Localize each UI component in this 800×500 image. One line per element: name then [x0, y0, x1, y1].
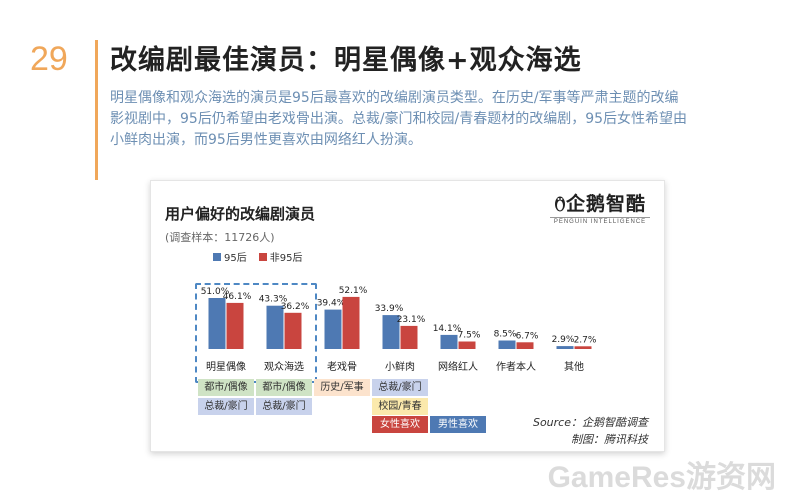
category-label: 作者本人 [496, 360, 536, 373]
data-label: 52.1% [339, 286, 368, 296]
category-label: 观众海选 [264, 360, 304, 373]
data-label: 2.9% [552, 335, 575, 345]
page-title: 改编剧最佳演员：明星偶像+观众海选 [110, 45, 582, 76]
bar-non95-1 [284, 312, 302, 349]
bar-95-6 [556, 346, 574, 349]
chart-title: 用户偏好的改编剧演员 [165, 205, 316, 223]
tag-urban-idol: 都市/偶像 [256, 379, 312, 396]
data-label: 33.9% [375, 304, 404, 314]
tag-history-military: 历史/军事 [314, 379, 370, 396]
category-label: 网络红人 [438, 360, 478, 373]
tag-ceo-wealthy: 总裁/豪门 [256, 398, 312, 415]
data-label: 39.4% [317, 299, 346, 309]
page-number: 29 [30, 40, 68, 78]
legend-label: 非95后 [269, 253, 303, 264]
bar-non95-6 [574, 346, 592, 349]
penguin-icon [554, 196, 565, 212]
data-label: 8.5% [494, 330, 517, 340]
bar-95-5 [498, 340, 516, 349]
data-label: 46.1% [223, 292, 252, 302]
bar-non95-5 [516, 342, 534, 349]
intro-line: 明星偶像和观众海选的演员是95后最喜欢的改编剧演员类型。在历史/军事等严肃主题的… [110, 90, 679, 106]
legend-swatch-95 [213, 252, 221, 261]
penguin-logo: 企鹅智酷 PENGUIN INTELLIGENCE [550, 189, 650, 225]
bar-non95-0 [226, 302, 244, 349]
legend-label: 95后 [224, 253, 247, 264]
legend-swatch-non95 [258, 252, 267, 261]
logo-text: 企鹅智酷 [565, 193, 646, 215]
legend-item-non95: 非95后 [258, 249, 303, 264]
tag-campus-youth: 校园/青春 [372, 398, 428, 415]
sample-note: (调查样本：11726人) [165, 231, 275, 244]
data-label: 2.7% [574, 335, 597, 345]
chart-card: 用户偏好的改编剧演员 (调查样本：11726人) 企鹅智酷 PENGUIN IN… [150, 180, 665, 452]
data-label: 7.5% [458, 331, 481, 341]
intro-text: 明星偶像和观众海选的演员是95后最喜欢的改编剧演员类型。在历史/军事等严肃主题的… [110, 88, 780, 151]
legend-item-95: 95后 [213, 249, 247, 264]
bar-95-3 [382, 315, 400, 349]
category-label: 明星偶像 [206, 360, 246, 373]
source-note: Source：企鹅智酷调查 制图：腾讯科技 [533, 414, 648, 448]
bar-non95-3 [400, 325, 418, 349]
bar-95-0 [208, 298, 226, 349]
tag-female-like: 女性喜欢 [372, 416, 428, 433]
bar-95-2 [324, 309, 342, 349]
highlight-box [195, 283, 317, 383]
intro-line: 影视剧中，95后仍希望由老戏骨出演。总裁/豪门和校园/青春题材的改编剧，95后女… [110, 111, 688, 127]
data-label: 36.2% [281, 302, 310, 312]
bar-non95-4 [458, 341, 476, 349]
logo-subtitle: PENGUIN INTELLIGENCE [550, 217, 650, 225]
tag-ceo-wealthy: 总裁/豪门 [372, 379, 428, 396]
tag-ceo-wealthy: 总裁/豪门 [198, 398, 254, 415]
tag-male-like: 男性喜欢 [430, 416, 486, 433]
bar-chart: 51.0%46.1% 明星偶像 43.3%36.2% 观众海选 39.4% 52.1% 老戏… [201, 286, 597, 373]
data-label: 6.7% [516, 331, 539, 341]
title-divider [95, 40, 98, 180]
category-label: 老戏骨 [327, 360, 357, 373]
bar-non95-2 [342, 296, 360, 349]
watermark: GameRes游资网 [547, 461, 776, 494]
intro-line: 小鲜肉出演，而95后男性更喜欢由网络红人扮演。 [110, 132, 422, 148]
category-label: 小鲜肉 [385, 360, 415, 373]
data-label: 23.1% [397, 315, 426, 325]
data-label: 43.3% [259, 295, 288, 305]
source-line: Source：企鹅智酷调查 [532, 416, 648, 429]
made-by-line: 制图：腾讯科技 [571, 433, 648, 446]
category-label: 其他 [564, 360, 584, 373]
tag-urban-idol: 都市/偶像 [198, 379, 254, 396]
data-label: 14.1% [433, 324, 462, 334]
bar-95-1 [266, 305, 284, 349]
data-label: 51.0% [201, 287, 230, 297]
bar-95-4 [440, 334, 458, 349]
chart-legend: 95后 非95后 [213, 249, 302, 264]
